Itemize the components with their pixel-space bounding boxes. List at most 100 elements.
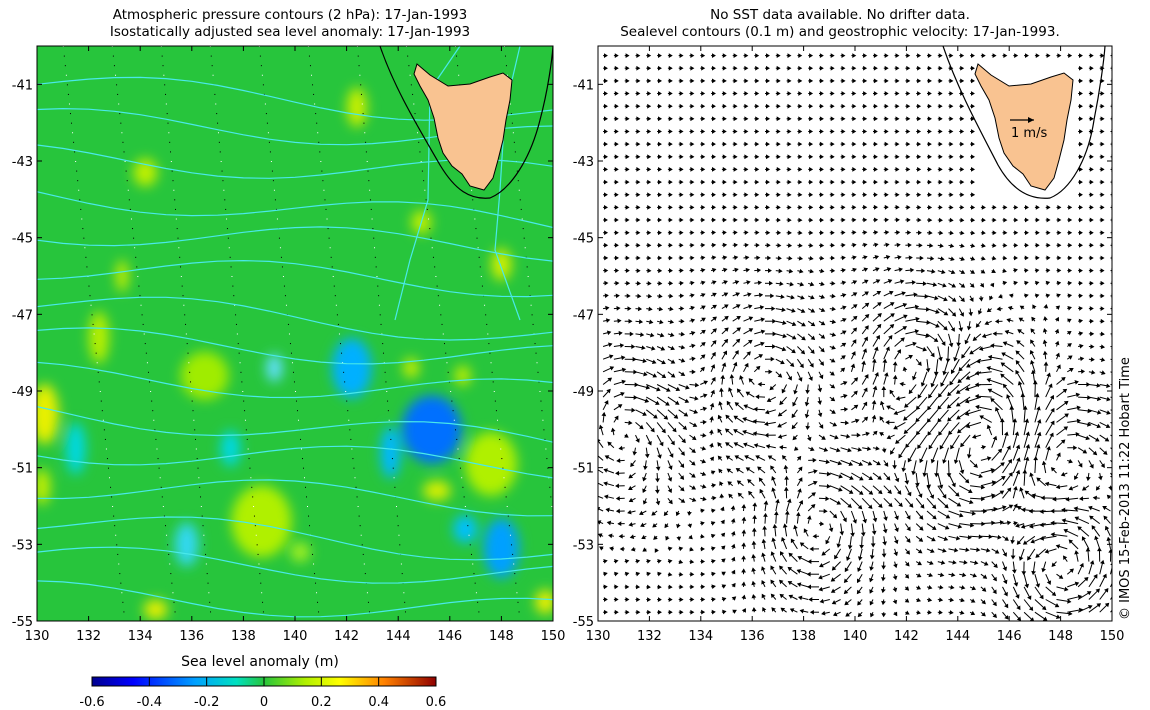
anomaly-blob: [331, 338, 372, 398]
velocity-arrowhead: [711, 255, 717, 261]
velocity-arrowhead: [1074, 516, 1080, 521]
velocity-arrowhead: [1015, 594, 1020, 599]
velocity-arrowhead: [690, 597, 695, 602]
velocity-arrowhead: [683, 412, 689, 417]
velocity-arrowhead: [812, 533, 817, 539]
velocity-arrowhead: [795, 511, 801, 517]
velocity-arrowhead: [863, 204, 868, 210]
velocity-arrowhead: [947, 417, 952, 422]
velocity-arrowhead: [690, 116, 695, 122]
velocity-arrowhead: [668, 465, 673, 471]
velocity-arrowhead: [819, 129, 824, 134]
velocity-arrowhead: [1074, 581, 1080, 587]
velocity-arrowhead: [636, 205, 641, 210]
velocity-arrowhead: [869, 577, 874, 583]
velocity-arrowhead: [819, 78, 824, 84]
velocity-arrowhead: [1021, 507, 1026, 513]
velocity-arrowhead: [636, 609, 641, 615]
velocity-arrowhead: [711, 571, 716, 577]
velocity-arrowhead: [831, 293, 836, 299]
x-tick-label: 132: [76, 629, 101, 644]
velocity-arrowhead: [1079, 230, 1083, 236]
velocity-arrowhead: [690, 103, 695, 109]
velocity-arrowhead: [895, 154, 900, 160]
velocity-arrowhead: [820, 347, 825, 353]
velocity-arrowhead: [881, 588, 886, 594]
velocity-arrowhead: [604, 116, 608, 122]
velocity-arrowhead: [992, 576, 997, 582]
velocity-arrowhead: [916, 585, 922, 590]
velocity-arrowhead: [1046, 242, 1051, 248]
velocity-arrowhead: [905, 610, 910, 615]
velocity-arrowhead: [789, 362, 795, 367]
velocity-arrowhead: [770, 551, 775, 556]
x-tick-label: 140: [843, 629, 868, 644]
velocity-arrowhead: [890, 313, 895, 318]
colorbar-tick-label: 0.2: [311, 695, 332, 710]
velocity-arrowhead: [918, 515, 924, 520]
velocity-arrowhead: [755, 141, 760, 147]
velocity-arrowhead: [971, 154, 975, 160]
velocity-arrowhead: [722, 255, 728, 261]
velocity-arrowhead: [1056, 452, 1061, 458]
right-title-line2: Sealevel contours (0.1 m) and geostrophi…: [620, 24, 1060, 40]
velocity-arrowhead: [679, 486, 685, 492]
velocity-arrowhead: [806, 515, 812, 520]
velocity-arrowhead: [841, 78, 846, 84]
velocity-arrowhead: [999, 490, 1005, 495]
velocity-arrowhead: [1100, 167, 1105, 172]
velocity-arrowhead: [901, 467, 907, 473]
velocity-arrowhead: [805, 425, 811, 431]
velocity-arrowhead: [906, 192, 911, 198]
velocity-arrowhead: [712, 495, 717, 501]
velocity-arrowhead: [864, 374, 869, 379]
velocity-arrowhead: [1079, 205, 1083, 210]
velocity-arrowhead: [1019, 486, 1024, 492]
velocity-arrowhead: [892, 361, 898, 366]
velocity-arrowhead: [755, 65, 760, 71]
velocity-arrowhead: [906, 116, 911, 122]
velocity-arrowhead: [922, 281, 927, 286]
velocity-arrowhead: [1102, 506, 1107, 511]
velocity-arrowhead: [942, 282, 947, 288]
velocity-arrowhead: [949, 192, 954, 198]
velocity-arrowhead: [819, 230, 824, 236]
velocity-arrowhead: [1090, 344, 1095, 349]
velocity-arrowhead: [642, 547, 648, 552]
velocity-arrowhead: [1016, 340, 1021, 345]
velocity-arrowhead: [1079, 562, 1084, 568]
velocity-arrowhead: [895, 204, 900, 210]
velocity-arrowhead: [858, 490, 864, 495]
velocity-arrowhead: [977, 310, 983, 315]
velocity-arrowhead: [766, 91, 770, 96]
colorbar-tick-label: -0.6: [79, 695, 104, 710]
velocity-arrowhead: [1036, 431, 1042, 437]
velocity-arrowhead: [691, 356, 696, 362]
velocity-arrowhead: [918, 493, 923, 498]
velocity-arrowhead: [949, 103, 954, 109]
velocity-arrow: [1110, 346, 1112, 348]
velocity-arrowhead: [1027, 595, 1032, 600]
velocity-arrowhead: [787, 129, 792, 134]
velocity-arrowhead: [1012, 418, 1018, 423]
velocity-arrowhead: [969, 499, 974, 505]
velocity-arrowhead: [1030, 328, 1035, 333]
velocity-arrowhead: [965, 375, 971, 380]
velocity-arrowhead: [712, 340, 717, 345]
velocity-arrowhead: [625, 103, 630, 109]
velocity-arrowhead: [646, 559, 651, 564]
velocity-arrowhead: [808, 376, 813, 381]
velocity-arrowhead: [700, 571, 706, 577]
velocity-arrowhead: [1046, 205, 1051, 210]
x-tick-label: 140: [283, 629, 308, 644]
velocity-arrowhead: [1100, 463, 1105, 469]
velocity-arrowhead: [982, 574, 988, 579]
velocity-arrowhead: [949, 380, 954, 386]
velocity-arrowhead: [1025, 431, 1031, 436]
velocity-arrowhead: [607, 377, 613, 382]
velocity-arrowhead: [655, 466, 661, 471]
velocity-arrowhead: [847, 545, 853, 550]
velocity-arrowhead: [771, 475, 776, 481]
velocity-arrowhead: [873, 91, 878, 96]
velocity-arrowhead: [980, 484, 986, 490]
